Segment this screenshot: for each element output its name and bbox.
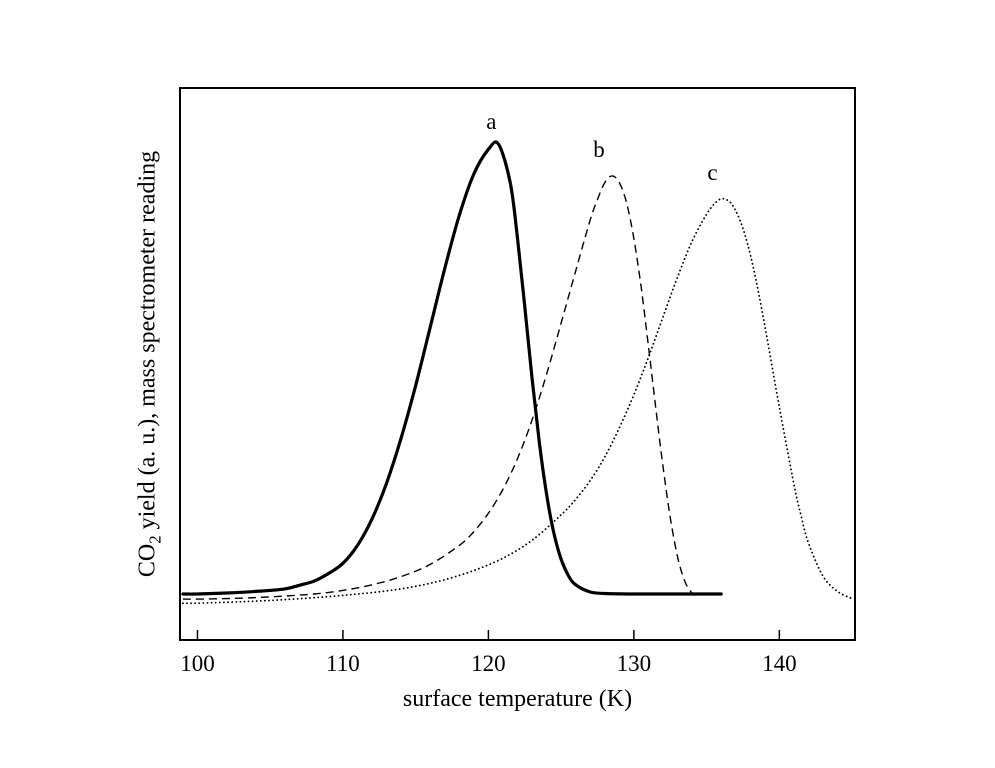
x-tick-label: 110 (326, 651, 360, 676)
annotation-c: c (707, 160, 717, 185)
plot-frame (179, 87, 856, 641)
x-tick-label: 100 (180, 651, 215, 676)
curve-b (182, 175, 700, 600)
x-tick-label: 140 (762, 651, 797, 676)
curve-a (181, 140, 723, 596)
y-axis-label-subscript: 2 (145, 535, 165, 544)
annotation-b: b (593, 137, 605, 162)
curve-c (182, 197, 853, 605)
y-axis-label-post: yield (a. u.), mass spectrometer reading (134, 150, 161, 536)
y-axis-label: CO2 yield (a. u.), mass spectrometer rea… (135, 151, 166, 577)
annotation-a: a (486, 109, 496, 134)
x-tick-label: 120 (471, 651, 506, 676)
x-tick-label: 130 (617, 651, 652, 676)
y-axis-label-pre: CO (134, 543, 161, 578)
x-axis-label: surface temperature (K) (402, 686, 633, 712)
